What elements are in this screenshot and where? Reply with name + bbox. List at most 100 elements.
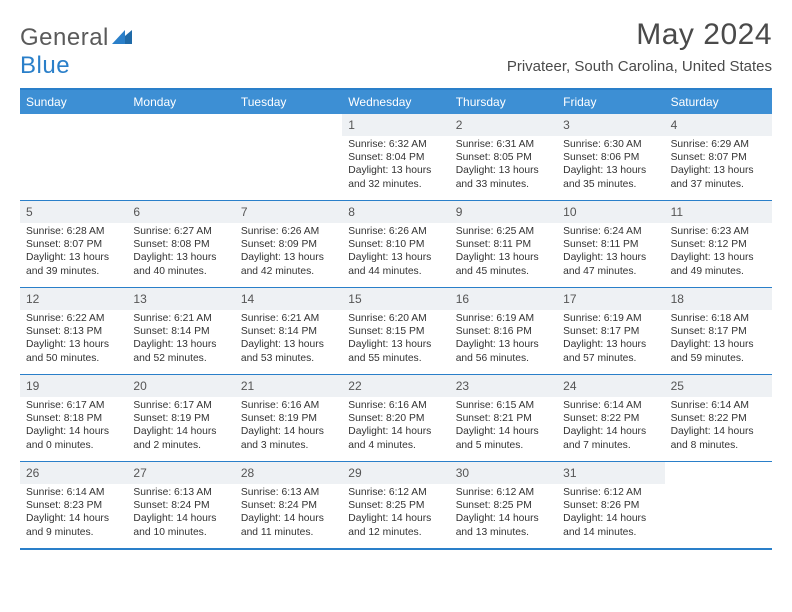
day-details: Sunrise: 6:19 AMSunset: 8:17 PMDaylight:… — [557, 310, 664, 369]
day-number-bar: 26 — [20, 462, 127, 484]
day-cell: 21Sunrise: 6:16 AMSunset: 8:19 PMDayligh… — [235, 375, 342, 461]
weekday-header: Friday — [557, 90, 664, 114]
day-details: Sunrise: 6:13 AMSunset: 8:24 PMDaylight:… — [235, 484, 342, 543]
day-number: 5 — [26, 205, 33, 219]
day-number: 30 — [456, 466, 469, 480]
sunset-line: Sunset: 8:19 PM — [133, 412, 228, 425]
daylight-line: Daylight: 14 hours and 4 minutes. — [348, 425, 443, 451]
day-details: Sunrise: 6:20 AMSunset: 8:15 PMDaylight:… — [342, 310, 449, 369]
day-number: 15 — [348, 292, 361, 306]
day-cell: 17Sunrise: 6:19 AMSunset: 8:17 PMDayligh… — [557, 288, 664, 374]
week-row: 12Sunrise: 6:22 AMSunset: 8:13 PMDayligh… — [20, 288, 772, 375]
day-number: 9 — [456, 205, 463, 219]
day-number-bar: 17 — [557, 288, 664, 310]
day-cell: 15 Sunrise: 6:20 AMSunset: 8:15 PMDayligh… — [342, 288, 449, 374]
day-cell — [235, 114, 342, 200]
day-cell: 10Sunrise: 6:24 AMSunset: 8:11 PMDayligh… — [557, 201, 664, 287]
day-cell — [20, 114, 127, 200]
day-number: 6 — [133, 205, 140, 219]
daylight-line: Daylight: 14 hours and 13 minutes. — [456, 512, 551, 538]
daylight-line: Daylight: 13 hours and 56 minutes. — [456, 338, 551, 364]
day-details: Sunrise: 6:27 AMSunset: 8:08 PMDaylight:… — [127, 223, 234, 282]
day-number-bar — [665, 462, 772, 484]
day-number: 4 — [671, 118, 678, 132]
day-details: Sunrise: 6:12 AMSunset: 8:25 PMDaylight:… — [342, 484, 449, 543]
sunrise-line: Sunrise: 6:20 AM — [348, 312, 443, 325]
daylight-line: Daylight: 13 hours and 44 minutes. — [348, 251, 443, 277]
day-number-bar: 11 — [665, 201, 772, 223]
week-row: 26Sunrise: 6:14 AMSunset: 8:23 PMDayligh… — [20, 462, 772, 550]
day-cell: 16Sunrise: 6:19 AMSunset: 8:16 PMDayligh… — [450, 288, 557, 374]
day-number-bar: 18 — [665, 288, 772, 310]
brand-mark-icon — [111, 27, 133, 45]
day-cell: 7Sunrise: 6:26 AMSunset: 8:09 PMDaylight… — [235, 201, 342, 287]
day-number-bar: 25 — [665, 375, 772, 397]
sunset-line: Sunset: 8:22 PM — [671, 412, 766, 425]
day-number: 21 — [241, 379, 254, 393]
day-details: Sunrise: 6:18 AMSunset: 8:17 PMDaylight:… — [665, 310, 772, 369]
daylight-line: Daylight: 13 hours and 49 minutes. — [671, 251, 766, 277]
day-details: Sunrise: 6:21 AMSunset: 8:14 PMDaylight:… — [235, 310, 342, 369]
day-cell: 1 Sunrise: 6:32 AMSunset: 8:04 PMDaylight… — [342, 114, 449, 200]
day-details: Sunrise: 6:29 AMSunset: 8:07 PMDaylight:… — [665, 136, 772, 195]
daylight-line: Daylight: 14 hours and 14 minutes. — [563, 512, 658, 538]
sunset-line: Sunset: 8:08 PM — [133, 238, 228, 251]
sunrise-line: Sunrise: 6:29 AM — [671, 138, 766, 151]
daylight-line: Daylight: 13 hours and 32 minutes. — [348, 164, 443, 190]
daylight-line: Daylight: 13 hours and 50 minutes. — [26, 338, 121, 364]
weekday-header: Monday — [127, 90, 234, 114]
day-number: 11 — [671, 205, 683, 219]
day-details: Sunrise: 6:32 AMSunset: 8:04 PMDaylight:… — [342, 136, 449, 195]
sunrise-line: Sunrise: 6:19 AM — [563, 312, 658, 325]
sunrise-line: Sunrise: 6:22 AM — [26, 312, 121, 325]
sunrise-line: Sunrise: 6:32 AM — [348, 138, 443, 151]
calendar-page: GeneralBlue May 2024 Privateer, South Ca… — [0, 0, 792, 570]
day-cell: 20Sunrise: 6:17 AMSunset: 8:19 PMDayligh… — [127, 375, 234, 461]
sunrise-line: Sunrise: 6:27 AM — [133, 225, 228, 238]
day-cell: 29 Sunrise: 6:12 AMSunset: 8:25 PMDayligh… — [342, 462, 449, 548]
day-number — [241, 118, 244, 132]
sunrise-line: Sunrise: 6:16 AM — [241, 399, 336, 412]
day-cell: 8Sunrise: 6:26 AMSunset: 8:10 PMDaylight… — [342, 201, 449, 287]
day-details: Sunrise: 6:22 AMSunset: 8:13 PMDaylight:… — [20, 310, 127, 369]
day-details: Sunrise: 6:16 AMSunset: 8:20 PMDaylight:… — [342, 397, 449, 456]
daylight-line: Daylight: 13 hours and 59 minutes. — [671, 338, 766, 364]
day-number-bar: 15 — [342, 288, 449, 310]
sunset-line: Sunset: 8:25 PM — [456, 499, 551, 512]
sunset-line: Sunset: 8:22 PM — [563, 412, 658, 425]
day-number: 29 — [348, 466, 361, 480]
day-cell: 22Sunrise: 6:16 AMSunset: 8:20 PMDayligh… — [342, 375, 449, 461]
day-number-bar: 23 — [450, 375, 557, 397]
day-number-bar: 3 — [557, 114, 664, 136]
day-number: 14 — [241, 292, 254, 306]
day-number-bar: 1 — [342, 114, 449, 136]
day-number-bar: 28 — [235, 462, 342, 484]
day-number-bar: 29 — [342, 462, 449, 484]
day-number: 3 — [563, 118, 570, 132]
sunset-line: Sunset: 8:07 PM — [671, 151, 766, 164]
sunrise-line: Sunrise: 6:13 AM — [241, 486, 336, 499]
sunrise-line: Sunrise: 6:21 AM — [133, 312, 228, 325]
day-cell: 26Sunrise: 6:14 AMSunset: 8:23 PMDayligh… — [20, 462, 127, 548]
sunrise-line: Sunrise: 6:16 AM — [348, 399, 443, 412]
daylight-line: Daylight: 13 hours and 39 minutes. — [26, 251, 121, 277]
day-cell: 24Sunrise: 6:14 AMSunset: 8:22 PMDayligh… — [557, 375, 664, 461]
day-number: 1 — [348, 118, 355, 132]
sunset-line: Sunset: 8:26 PM — [563, 499, 658, 512]
day-number — [671, 466, 674, 480]
sunset-line: Sunset: 8:23 PM — [26, 499, 121, 512]
day-number-bar: 5 — [20, 201, 127, 223]
sunset-line: Sunset: 8:17 PM — [563, 325, 658, 338]
day-number: 25 — [671, 379, 684, 393]
day-details: Sunrise: 6:15 AMSunset: 8:21 PMDaylight:… — [450, 397, 557, 456]
sunset-line: Sunset: 8:04 PM — [348, 151, 443, 164]
sunrise-line: Sunrise: 6:13 AM — [133, 486, 228, 499]
day-cell: 2Sunrise: 6:31 AMSunset: 8:05 PMDaylight… — [450, 114, 557, 200]
day-details: Sunrise: 6:14 AMSunset: 8:23 PMDaylight:… — [20, 484, 127, 543]
sunset-line: Sunset: 8:21 PM — [456, 412, 551, 425]
day-details: Sunrise: 6:31 AMSunset: 8:05 PMDaylight:… — [450, 136, 557, 195]
daylight-line: Daylight: 14 hours and 7 minutes. — [563, 425, 658, 451]
day-number-bar: 13 — [127, 288, 234, 310]
day-number: 23 — [456, 379, 469, 393]
weekday-header: Wednesday — [342, 90, 449, 114]
